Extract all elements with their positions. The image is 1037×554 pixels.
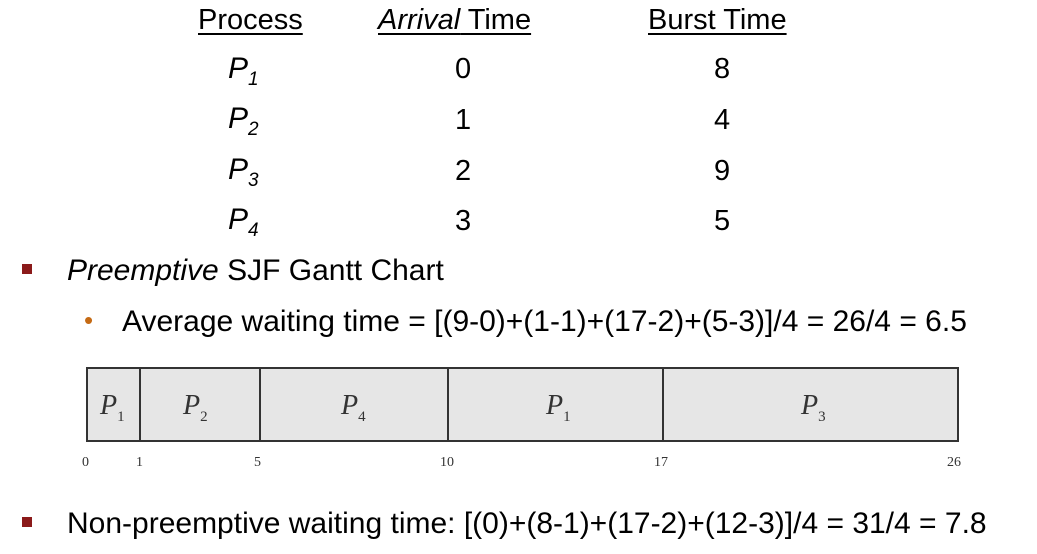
- gantt-tick: 5: [254, 455, 261, 470]
- average-waiting-time: Average waiting time = [(9-0)+(1-1)+(17-…: [122, 305, 967, 338]
- gantt-tick: 17: [654, 455, 668, 470]
- gantt-segment: P3: [662, 367, 959, 442]
- gantt-segment: P1: [86, 367, 141, 442]
- burst-value: 9: [714, 155, 731, 187]
- process-name: P2: [228, 102, 259, 140]
- process-name: P3: [228, 153, 259, 191]
- gantt-tick: 1: [136, 455, 143, 470]
- gantt-label: P3: [801, 390, 826, 425]
- header-arrival-emphasis: Arrival: [378, 4, 461, 36]
- header-arrival-time: Arrival Time: [378, 4, 531, 37]
- dot-bullet-icon: •: [84, 305, 94, 335]
- gantt-segment: P4: [259, 367, 449, 442]
- header-arrival-rest: Time: [460, 4, 532, 36]
- gantt-tick: 26: [947, 455, 961, 470]
- burst-value: 5: [714, 205, 731, 237]
- arrival-value: 2: [455, 155, 472, 187]
- preemptive-emphasis: Preemptive: [67, 254, 219, 287]
- square-bullet-icon: [22, 264, 32, 274]
- process-name: P1: [228, 52, 259, 90]
- burst-value: 8: [714, 53, 731, 85]
- gantt-segment: P1: [447, 367, 664, 442]
- non-preemptive-waiting-time: Non-preemptive waiting time: [(0)+(8-1)+…: [67, 507, 987, 540]
- arrival-value: 0: [455, 53, 472, 85]
- square-bullet-icon: [22, 517, 32, 527]
- arrival-value: 3: [455, 205, 472, 237]
- burst-value: 4: [714, 104, 731, 136]
- bullet-rest: SJF Gantt Chart: [218, 254, 444, 287]
- process-name: P4: [228, 203, 259, 241]
- gantt-label: P2: [183, 390, 208, 425]
- gantt-segment: P2: [139, 367, 261, 442]
- arrival-value: 1: [455, 104, 472, 136]
- gantt-label: P1: [100, 390, 125, 425]
- header-process: Process: [198, 4, 303, 36]
- gantt-tick: 0: [82, 455, 89, 470]
- gantt-tick: 10: [440, 455, 454, 470]
- gantt-label: P4: [341, 390, 366, 425]
- gantt-label: P1: [546, 390, 571, 425]
- header-burst-time: Burst Time: [648, 4, 787, 36]
- bullet-preemptive-sjf: Preemptive SJF Gantt Chart: [67, 254, 444, 288]
